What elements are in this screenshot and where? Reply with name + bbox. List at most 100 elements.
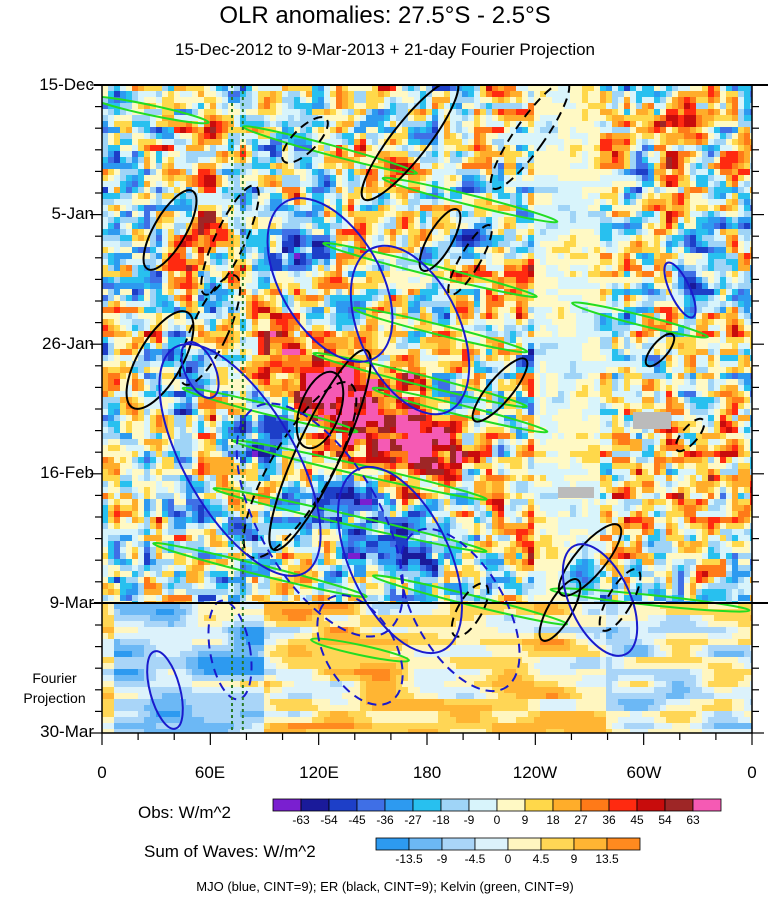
obs-cell (132, 193, 138, 199)
obs-cell (480, 277, 486, 283)
obs-cell (222, 217, 228, 223)
obs-cell (750, 229, 752, 235)
obs-cell (324, 97, 330, 103)
obs-cell (108, 331, 114, 337)
obs-cell (696, 85, 702, 91)
obs-cell (594, 121, 600, 127)
obs-cell (666, 283, 672, 289)
obs-cell (600, 325, 606, 331)
obs-cell (306, 313, 312, 319)
obs-cell (444, 217, 450, 223)
obs-cell (354, 211, 360, 217)
obs-cell (480, 121, 486, 127)
obs-cell (336, 103, 342, 109)
obs-cell (462, 319, 468, 325)
obs-cell (420, 187, 426, 193)
obs-cell (390, 301, 396, 307)
obs-cell (186, 169, 192, 175)
obs-cell (528, 151, 534, 157)
obs-cell (486, 187, 492, 193)
obs-cell (126, 103, 132, 109)
obs-cell (432, 313, 438, 319)
obs-cell (726, 337, 732, 343)
obs-cell (222, 91, 228, 97)
obs-cell (174, 85, 180, 91)
obs-cell (120, 343, 126, 349)
obs-cell (156, 193, 162, 199)
obs-cell (150, 133, 156, 139)
obs-cell (282, 109, 288, 115)
obs-cell (204, 151, 210, 157)
obs-cell (288, 199, 294, 205)
obs-cell (636, 295, 642, 301)
obs-cell (630, 355, 636, 361)
obs-cell (210, 343, 216, 349)
obs-cell (408, 199, 414, 205)
obs-cell (702, 301, 708, 307)
obs-cell (258, 313, 264, 319)
obs-cell (378, 121, 384, 127)
obs-cell (474, 349, 480, 355)
obs-cell (576, 187, 582, 193)
obs-cell (192, 259, 198, 265)
obs-cell (216, 109, 222, 115)
obs-cell (108, 151, 114, 157)
obs-cell (180, 223, 186, 229)
obs-cell (486, 205, 492, 211)
obs-cell (354, 109, 360, 115)
obs-cell (258, 175, 264, 181)
obs-cell (588, 103, 594, 109)
obs-cell (600, 157, 606, 163)
obs-cell (384, 217, 390, 223)
obs-cell (660, 139, 666, 145)
obs-cell (738, 313, 744, 319)
obs-cell (210, 355, 216, 361)
obs-cell (672, 241, 678, 247)
obs-cell (600, 283, 606, 289)
obs-cell (516, 235, 522, 241)
obs-cell (474, 133, 480, 139)
obs-cell (138, 205, 144, 211)
obs-cell (378, 235, 384, 241)
obs-cell (102, 211, 108, 217)
obs-cell (276, 211, 282, 217)
obs-cell (624, 325, 630, 331)
obs-cell (720, 199, 726, 205)
obs-cell (186, 325, 192, 331)
obs-cell (732, 271, 738, 277)
obs-cell (198, 247, 204, 253)
obs-cell (354, 283, 360, 289)
obs-cell (396, 223, 402, 229)
obs-cell (558, 319, 564, 325)
obs-cell (480, 85, 486, 91)
obs-cell (348, 259, 354, 265)
obs-cell (186, 301, 192, 307)
obs-cell (684, 247, 690, 253)
obs-cell (192, 349, 198, 355)
obs-cell (444, 295, 450, 301)
obs-cell (408, 115, 414, 121)
obs-cell (648, 301, 654, 307)
obs-cell (438, 289, 444, 295)
obs-cell (186, 283, 192, 289)
obs-cell (480, 169, 486, 175)
obs-cell (276, 175, 282, 181)
obs-cell (624, 301, 630, 307)
obs-cell (582, 259, 588, 265)
obs-cell (582, 313, 588, 319)
obs-cell (426, 337, 432, 343)
obs-cell (336, 181, 342, 187)
obs-cell (450, 151, 456, 157)
obs-cell (276, 295, 282, 301)
obs-cell (330, 217, 336, 223)
obs-cell (270, 301, 276, 307)
obs-cell (348, 133, 354, 139)
obs-cell (126, 139, 132, 145)
obs-cell (336, 85, 342, 91)
obs-cell (630, 127, 636, 133)
obs-cell (168, 91, 174, 97)
obs-cell (738, 211, 744, 217)
obs-cell (648, 271, 654, 277)
obs-cell (474, 247, 480, 253)
obs-cell (720, 283, 726, 289)
